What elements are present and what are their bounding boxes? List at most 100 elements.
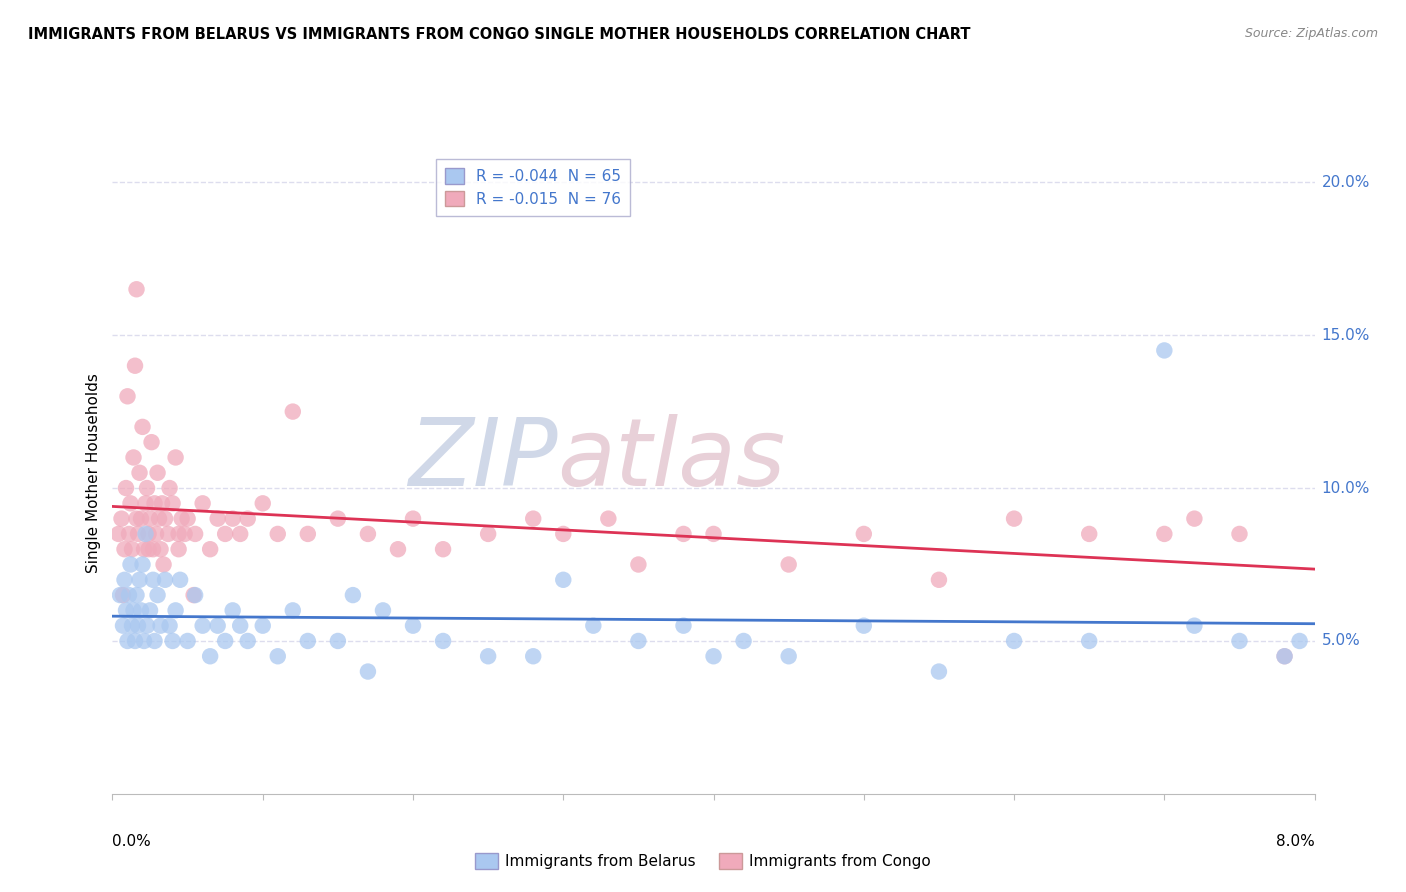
Point xyxy=(1184,511,1206,525)
Point xyxy=(117,389,139,403)
Point xyxy=(928,573,950,587)
Point xyxy=(477,649,499,664)
Point xyxy=(176,511,198,525)
Point xyxy=(357,665,380,679)
Point xyxy=(107,527,129,541)
Point xyxy=(114,573,136,587)
Y-axis label: Single Mother Households: Single Mother Households xyxy=(86,373,101,573)
Point xyxy=(402,511,425,525)
Point xyxy=(198,649,221,664)
Point xyxy=(145,527,167,541)
Point xyxy=(267,527,290,541)
Text: 20.0%: 20.0% xyxy=(1322,175,1369,190)
Point xyxy=(127,618,149,632)
Point xyxy=(1002,511,1025,525)
Point xyxy=(222,511,245,525)
Point xyxy=(165,450,187,465)
Point xyxy=(627,634,650,648)
Point xyxy=(1274,649,1296,664)
Point xyxy=(118,588,141,602)
Point xyxy=(131,420,153,434)
Point xyxy=(229,527,252,541)
Point xyxy=(281,404,304,418)
Point xyxy=(122,603,145,617)
Point xyxy=(125,282,148,296)
Point xyxy=(236,511,259,525)
Point xyxy=(672,527,695,541)
Point xyxy=(183,588,205,602)
Point xyxy=(142,573,165,587)
Point xyxy=(173,527,195,541)
Point xyxy=(146,588,169,602)
Text: 8.0%: 8.0% xyxy=(1275,834,1315,849)
Point xyxy=(128,466,150,480)
Point xyxy=(127,527,149,541)
Point xyxy=(1288,634,1310,648)
Point xyxy=(207,618,229,632)
Legend: R = -0.044  N = 65, R = -0.015  N = 76: R = -0.044 N = 65, R = -0.015 N = 76 xyxy=(436,160,630,216)
Point xyxy=(125,511,148,525)
Point xyxy=(702,649,725,664)
Point xyxy=(229,618,252,632)
Point xyxy=(928,665,950,679)
Point xyxy=(138,527,160,541)
Point xyxy=(236,634,259,648)
Point xyxy=(852,618,875,632)
Point xyxy=(115,481,138,495)
Point xyxy=(852,527,875,541)
Point xyxy=(214,634,236,648)
Point xyxy=(371,603,394,617)
Point xyxy=(778,649,800,664)
Point xyxy=(125,588,148,602)
Text: 5.0%: 5.0% xyxy=(1322,633,1361,648)
Point xyxy=(132,634,155,648)
Point xyxy=(207,511,229,525)
Point xyxy=(108,588,131,602)
Point xyxy=(1078,634,1101,648)
Point xyxy=(672,618,695,632)
Point xyxy=(110,511,132,525)
Point xyxy=(1153,527,1175,541)
Point xyxy=(139,511,162,525)
Point xyxy=(432,634,454,648)
Point xyxy=(136,618,159,632)
Point xyxy=(733,634,755,648)
Point xyxy=(627,558,650,572)
Point xyxy=(135,527,157,541)
Point xyxy=(1184,618,1206,632)
Point xyxy=(153,511,176,525)
Point xyxy=(128,573,150,587)
Point xyxy=(165,603,187,617)
Point xyxy=(122,450,145,465)
Point xyxy=(153,573,176,587)
Point xyxy=(184,588,207,602)
Point xyxy=(167,527,190,541)
Point xyxy=(115,603,138,617)
Point xyxy=(124,634,146,648)
Point xyxy=(120,558,142,572)
Point xyxy=(598,511,620,525)
Point xyxy=(1274,649,1296,664)
Point xyxy=(582,618,605,632)
Point xyxy=(326,634,349,648)
Point xyxy=(522,511,544,525)
Point xyxy=(118,527,141,541)
Point xyxy=(162,496,184,510)
Point xyxy=(357,527,380,541)
Point xyxy=(281,603,304,617)
Point xyxy=(131,558,153,572)
Point xyxy=(176,634,198,648)
Point xyxy=(432,542,454,557)
Point xyxy=(149,618,172,632)
Point xyxy=(138,542,160,557)
Point xyxy=(778,558,800,572)
Point xyxy=(170,511,193,525)
Point xyxy=(342,588,364,602)
Point xyxy=(167,542,190,557)
Point xyxy=(143,634,166,648)
Text: IMMIGRANTS FROM BELARUS VS IMMIGRANTS FROM CONGO SINGLE MOTHER HOUSEHOLDS CORREL: IMMIGRANTS FROM BELARUS VS IMMIGRANTS FR… xyxy=(28,27,970,42)
Point xyxy=(191,618,214,632)
Point xyxy=(522,649,544,664)
Point xyxy=(114,542,136,557)
Point xyxy=(1078,527,1101,541)
